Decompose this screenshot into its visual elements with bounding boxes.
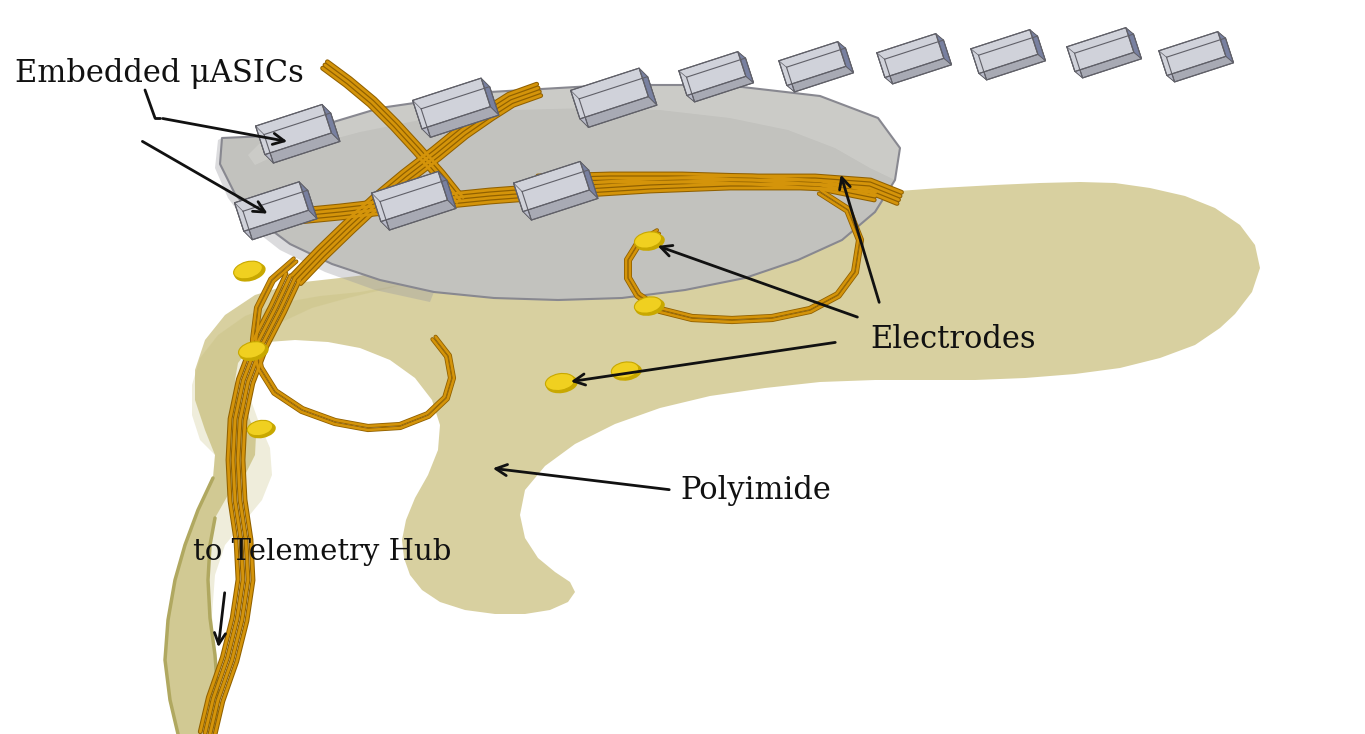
Ellipse shape bbox=[635, 232, 662, 248]
Ellipse shape bbox=[546, 374, 575, 390]
Polygon shape bbox=[1074, 34, 1141, 78]
Polygon shape bbox=[379, 180, 456, 230]
Polygon shape bbox=[971, 29, 1037, 73]
Polygon shape bbox=[263, 113, 340, 163]
Polygon shape bbox=[1159, 51, 1174, 82]
Polygon shape bbox=[235, 182, 308, 231]
Ellipse shape bbox=[233, 261, 262, 279]
Polygon shape bbox=[216, 138, 434, 302]
Polygon shape bbox=[165, 228, 665, 734]
Polygon shape bbox=[738, 51, 753, 83]
Ellipse shape bbox=[239, 343, 269, 361]
Polygon shape bbox=[480, 78, 498, 115]
Polygon shape bbox=[255, 126, 273, 163]
Ellipse shape bbox=[247, 421, 273, 436]
Polygon shape bbox=[639, 68, 657, 105]
Polygon shape bbox=[1218, 32, 1234, 63]
Ellipse shape bbox=[635, 297, 662, 313]
Polygon shape bbox=[371, 193, 389, 230]
Polygon shape bbox=[979, 36, 1046, 80]
Text: to Telemetry Hub: to Telemetry Hub bbox=[192, 538, 452, 566]
Polygon shape bbox=[422, 87, 498, 137]
Polygon shape bbox=[412, 78, 490, 129]
Polygon shape bbox=[220, 85, 900, 300]
Polygon shape bbox=[1167, 38, 1234, 82]
Polygon shape bbox=[248, 85, 900, 180]
Ellipse shape bbox=[612, 363, 642, 381]
Ellipse shape bbox=[235, 262, 266, 282]
Polygon shape bbox=[786, 48, 853, 92]
Ellipse shape bbox=[635, 233, 665, 251]
Polygon shape bbox=[513, 183, 531, 220]
Polygon shape bbox=[255, 104, 332, 155]
Polygon shape bbox=[513, 161, 590, 211]
Ellipse shape bbox=[612, 362, 639, 378]
Polygon shape bbox=[322, 104, 340, 142]
Text: Electrodes: Electrodes bbox=[870, 324, 1036, 355]
Polygon shape bbox=[412, 101, 430, 137]
Polygon shape bbox=[521, 170, 598, 220]
Ellipse shape bbox=[635, 298, 665, 316]
Polygon shape bbox=[1067, 28, 1134, 71]
Polygon shape bbox=[579, 76, 657, 128]
Polygon shape bbox=[1067, 47, 1082, 78]
Polygon shape bbox=[1029, 29, 1046, 61]
Polygon shape bbox=[165, 182, 1260, 734]
Polygon shape bbox=[1126, 28, 1141, 59]
Polygon shape bbox=[779, 42, 846, 86]
Polygon shape bbox=[571, 68, 648, 119]
Polygon shape bbox=[779, 61, 794, 92]
Polygon shape bbox=[235, 203, 253, 240]
Polygon shape bbox=[838, 42, 853, 73]
Polygon shape bbox=[876, 53, 893, 84]
Text: Embedded μASICs: Embedded μASICs bbox=[15, 58, 304, 89]
Polygon shape bbox=[243, 190, 317, 240]
Polygon shape bbox=[371, 172, 448, 222]
Polygon shape bbox=[678, 51, 745, 95]
Ellipse shape bbox=[248, 421, 276, 438]
Ellipse shape bbox=[546, 375, 577, 393]
Text: Polyimide: Polyimide bbox=[680, 474, 831, 506]
Polygon shape bbox=[438, 172, 456, 208]
Polygon shape bbox=[876, 34, 943, 78]
Polygon shape bbox=[580, 161, 598, 198]
Polygon shape bbox=[1159, 32, 1226, 76]
Ellipse shape bbox=[239, 341, 265, 358]
Polygon shape bbox=[936, 34, 951, 65]
Polygon shape bbox=[885, 40, 951, 84]
Polygon shape bbox=[971, 48, 987, 80]
Polygon shape bbox=[571, 90, 588, 128]
Polygon shape bbox=[687, 58, 753, 102]
Polygon shape bbox=[678, 70, 695, 102]
Polygon shape bbox=[299, 182, 317, 219]
